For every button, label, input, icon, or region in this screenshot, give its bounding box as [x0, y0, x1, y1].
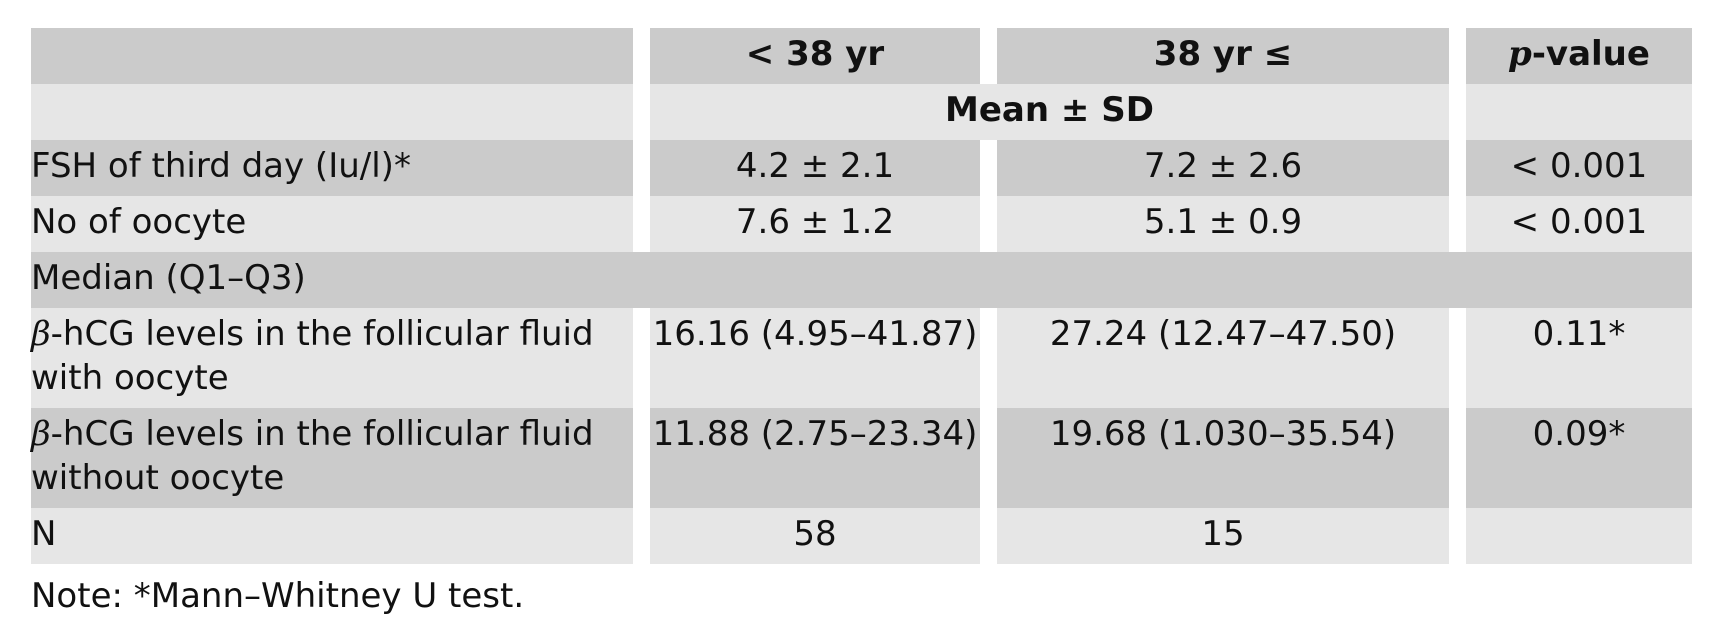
row-label-bhcg-without-oocyte: β-hCG levels in the follicular fluid wit…	[31, 408, 633, 508]
subheader-mean-sd: Mean ± SD	[650, 84, 1449, 140]
header-38-and-over: 38 yr ≤	[997, 28, 1449, 84]
row-label-n: N	[31, 508, 633, 564]
beta-symbol: β	[31, 414, 51, 454]
bhcg-without-label-text: -hCG levels in the follicular fluid with…	[31, 414, 594, 498]
row-bhcg-without-38-over: 19.68 (1.030–35.54)	[997, 408, 1449, 508]
row-label-bhcg-with-oocyte: β-hCG levels in the follicular fluid wit…	[31, 308, 633, 408]
row-oocyte-under-38: 7.6 ± 1.2	[650, 196, 980, 252]
header-p-value: p-value	[1466, 28, 1692, 84]
p-italic: p	[1508, 34, 1532, 74]
row-fsh-under-38: 4.2 ± 2.1	[650, 140, 980, 196]
subheader-empty-right	[1466, 84, 1692, 140]
header-under-38: < 38 yr	[650, 28, 980, 84]
p-value-suffix: -value	[1531, 34, 1650, 74]
row-n-under-38: 58	[650, 508, 980, 564]
row-n-38-over: 15	[997, 508, 1449, 564]
median-section-header: Median (Q1–Q3)	[31, 252, 1692, 308]
row-fsh-38-over: 7.2 ± 2.6	[997, 140, 1449, 196]
beta-symbol: β	[31, 314, 51, 354]
data-table: < 38 yr 38 yr ≤ p-value Mean ± SD FSH of…	[31, 28, 1692, 564]
row-bhcg-without-under-38: 11.88 (2.75–23.34)	[650, 408, 980, 508]
row-bhcg-with-p: 0.11*	[1466, 308, 1692, 408]
row-bhcg-without-p: 0.09*	[1466, 408, 1692, 508]
row-n-p	[1466, 508, 1692, 564]
row-oocyte-38-over: 5.1 ± 0.9	[997, 196, 1449, 252]
header-empty-cell	[31, 28, 633, 84]
row-bhcg-with-under-38: 16.16 (4.95–41.87)	[650, 308, 980, 408]
row-label-fsh: FSH of third day (Iu/l)*	[31, 140, 633, 196]
table-footnote: Note: *Mann–Whitney U test.	[31, 576, 525, 616]
row-label-oocyte: No of oocyte	[31, 196, 633, 252]
row-oocyte-p: < 0.001	[1466, 196, 1692, 252]
bhcg-with-label-text: -hCG levels in the follicular fluid with…	[31, 314, 594, 398]
row-fsh-p: < 0.001	[1466, 140, 1692, 196]
row-bhcg-with-38-over: 27.24 (12.47–47.50)	[997, 308, 1449, 408]
subheader-empty-left	[31, 84, 633, 140]
